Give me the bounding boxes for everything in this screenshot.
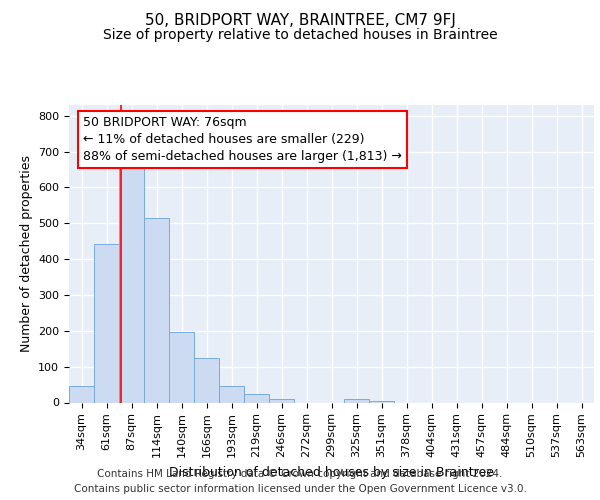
Text: 50 BRIDPORT WAY: 76sqm
← 11% of detached houses are smaller (229)
88% of semi-de: 50 BRIDPORT WAY: 76sqm ← 11% of detached… bbox=[83, 116, 401, 163]
Bar bbox=[94, 244, 119, 402]
Text: 50, BRIDPORT WAY, BRAINTREE, CM7 9FJ: 50, BRIDPORT WAY, BRAINTREE, CM7 9FJ bbox=[145, 12, 455, 28]
Bar bbox=[69, 386, 94, 402]
Bar bbox=[269, 399, 294, 402]
Text: Contains HM Land Registry data © Crown copyright and database right 2024.: Contains HM Land Registry data © Crown c… bbox=[97, 469, 503, 479]
Bar bbox=[144, 218, 169, 402]
Text: Size of property relative to detached houses in Braintree: Size of property relative to detached ho… bbox=[103, 28, 497, 42]
Bar bbox=[194, 358, 219, 403]
Bar bbox=[119, 168, 144, 402]
X-axis label: Distribution of detached houses by size in Braintree: Distribution of detached houses by size … bbox=[169, 466, 494, 478]
Text: Contains public sector information licensed under the Open Government Licence v3: Contains public sector information licen… bbox=[74, 484, 526, 494]
Bar bbox=[244, 394, 269, 402]
Bar bbox=[344, 399, 369, 402]
Bar bbox=[219, 386, 244, 402]
Y-axis label: Number of detached properties: Number of detached properties bbox=[20, 155, 32, 352]
Bar bbox=[169, 332, 194, 402]
